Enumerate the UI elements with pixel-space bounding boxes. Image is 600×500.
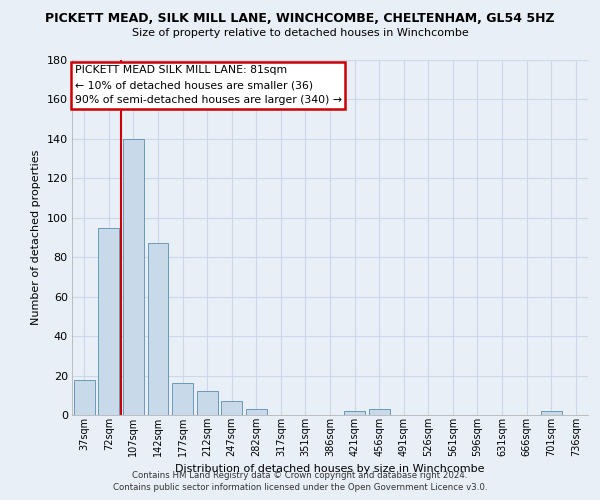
- Bar: [344, 411, 365, 415]
- Bar: [541, 411, 562, 415]
- Bar: [197, 392, 218, 415]
- Bar: [172, 384, 193, 415]
- Y-axis label: Number of detached properties: Number of detached properties: [31, 150, 41, 325]
- Text: Size of property relative to detached houses in Winchcombe: Size of property relative to detached ho…: [131, 28, 469, 38]
- Bar: [148, 244, 169, 415]
- Bar: [246, 409, 267, 415]
- Bar: [368, 409, 389, 415]
- Bar: [98, 228, 119, 415]
- Text: PICKETT MEAD SILK MILL LANE: 81sqm
← 10% of detached houses are smaller (36)
90%: PICKETT MEAD SILK MILL LANE: 81sqm ← 10%…: [74, 66, 341, 105]
- Bar: [74, 380, 95, 415]
- Text: Contains HM Land Registry data © Crown copyright and database right 2024.
Contai: Contains HM Land Registry data © Crown c…: [113, 471, 487, 492]
- Text: PICKETT MEAD, SILK MILL LANE, WINCHCOMBE, CHELTENHAM, GL54 5HZ: PICKETT MEAD, SILK MILL LANE, WINCHCOMBE…: [45, 12, 555, 26]
- X-axis label: Distribution of detached houses by size in Winchcombe: Distribution of detached houses by size …: [175, 464, 485, 474]
- Bar: [123, 139, 144, 415]
- Bar: [221, 401, 242, 415]
